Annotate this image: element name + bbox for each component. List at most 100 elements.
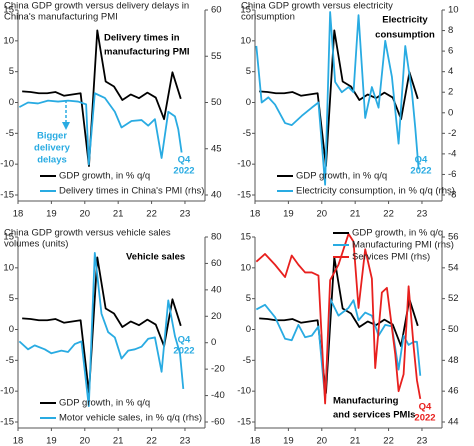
y-tick-label: 0	[9, 324, 14, 335]
x-tick-label: 19	[46, 436, 57, 446]
y2-tick-label: -4	[448, 148, 456, 159]
annotation: Vehicle sales	[126, 252, 185, 263]
y2-tick-label: 8	[448, 25, 453, 36]
y-tick-label: 10	[3, 262, 14, 273]
y-tick-label: -5	[243, 128, 251, 139]
y2-tick-label: 44	[448, 417, 459, 428]
x-tick-label: 21	[350, 436, 361, 446]
x-tick-label: 21	[113, 209, 124, 220]
y-tick-label: -5	[6, 128, 14, 139]
y2-tick-label: -6	[448, 169, 456, 180]
annotation: 2022	[414, 413, 435, 424]
legend-label: Motor vehicle sales, in % q/q (rhs)	[59, 413, 202, 424]
annotation: Electricity	[382, 15, 428, 26]
y2-tick-label: 6	[448, 46, 453, 57]
y-tick-label: 15	[3, 232, 14, 243]
series-line	[22, 29, 182, 167]
series-line	[255, 233, 422, 405]
y-tick-label: -5	[243, 355, 251, 366]
panel-title: consumption	[241, 12, 295, 23]
annotation: delays	[37, 155, 67, 166]
series-line	[259, 256, 419, 394]
y-tick-label: 5	[246, 293, 251, 304]
x-tick-label: 20	[79, 436, 90, 446]
y-tick-label: -10	[0, 159, 14, 170]
x-tick-label: 22	[383, 436, 394, 446]
panel-title: volumes (units)	[4, 239, 68, 250]
legend-label: Manufacturing PMI (rhs)	[352, 240, 454, 251]
y2-tick-label: 0	[211, 337, 216, 348]
legend-label: GDP growth, in % q/q	[59, 171, 150, 182]
series-line	[18, 251, 185, 408]
annotation: Q4	[415, 155, 428, 166]
y2-tick-label: 50	[211, 97, 222, 108]
x-tick-label: 22	[383, 209, 394, 220]
annotation: manufacturing PMI	[104, 47, 190, 58]
y-tick-label: 15	[240, 5, 251, 16]
series-line	[259, 29, 419, 167]
annotation: Q4	[178, 155, 191, 166]
y-tick-label: 10	[240, 262, 251, 273]
y-tick-label: -10	[237, 159, 251, 170]
y-tick-label: -10	[0, 386, 14, 397]
y2-tick-label: 20	[211, 311, 222, 322]
y2-tick-label: 40	[211, 190, 222, 201]
panel-title: China's manufacturing PMI	[4, 12, 118, 23]
legend-label: Delivery times in China's PMI (rhs)	[59, 186, 204, 197]
x-tick-label: 21	[113, 436, 124, 446]
panel-title: China GDP growth versus vehicle sales	[4, 228, 171, 239]
y2-tick-label: 10	[448, 5, 459, 16]
annotation: Manufacturing	[333, 396, 399, 407]
x-tick-label: 19	[283, 209, 294, 220]
annotation: and services PMIs	[333, 410, 415, 421]
y-tick-label: 10	[240, 35, 251, 46]
y2-tick-label: -60	[211, 417, 225, 428]
y2-tick-label: -2	[448, 128, 456, 139]
series-line	[18, 92, 183, 166]
y-tick-label: -15	[237, 417, 251, 428]
y-tick-label: 15	[3, 5, 14, 16]
y2-tick-label: 56	[448, 232, 459, 243]
legend-label: Services PMI (rhs)	[352, 252, 430, 263]
y-tick-label: 15	[240, 232, 251, 243]
legend-label: GDP growth, in % q/q	[352, 228, 443, 239]
y2-tick-label: 52	[448, 293, 459, 304]
annotation: Delivery times in	[104, 33, 180, 44]
y2-tick-label: 2	[448, 87, 453, 98]
legend-label: Electricity consumption, in % q/q (rhs)	[296, 186, 455, 197]
annotation: Q4	[419, 402, 432, 413]
y2-tick-label: 40	[211, 284, 222, 295]
y2-tick-label: 60	[211, 258, 222, 269]
series-line	[22, 256, 182, 394]
y-tick-label: 5	[9, 293, 14, 304]
x-tick-label: 22	[146, 436, 157, 446]
y2-tick-label: 0	[448, 107, 453, 118]
y-tick-label: 5	[9, 66, 14, 77]
y-tick-label: -15	[237, 190, 251, 201]
y2-tick-label: 46	[448, 386, 459, 397]
y2-tick-label: 50	[448, 324, 459, 335]
y-tick-label: 0	[9, 97, 14, 108]
y-tick-label: 0	[246, 324, 251, 335]
x-tick-label: 19	[46, 209, 57, 220]
y2-tick-label: 48	[448, 355, 459, 366]
x-tick-label: 23	[417, 436, 428, 446]
panel-title: China GDP growth versus electricity	[241, 1, 393, 12]
annotation: 2022	[173, 166, 194, 177]
annotation: delivery	[34, 143, 71, 154]
x-tick-label: 18	[250, 209, 261, 220]
x-tick-label: 18	[250, 436, 261, 446]
series-line	[255, 11, 420, 186]
y2-tick-label: -20	[211, 364, 225, 375]
x-tick-label: 23	[180, 209, 191, 220]
y2-tick-label: 60	[211, 5, 222, 16]
annotation: consumption	[375, 30, 435, 41]
x-tick-label: 23	[180, 436, 191, 446]
x-tick-label: 21	[350, 209, 361, 220]
y-tick-label: -5	[6, 355, 14, 366]
annotation: 2022	[173, 346, 194, 357]
annotation: Q4	[178, 335, 191, 346]
arrow-head	[62, 122, 70, 130]
